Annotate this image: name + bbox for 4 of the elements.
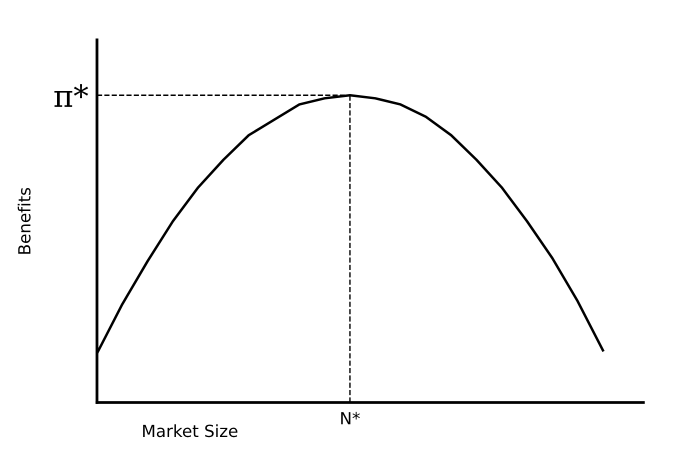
ref-line-label: π* — [54, 84, 88, 107]
text: N* — [341, 412, 360, 424]
y-axis-title: Benefits — [18, 188, 31, 254]
x-axis-title: Market Size — [143, 424, 238, 438]
